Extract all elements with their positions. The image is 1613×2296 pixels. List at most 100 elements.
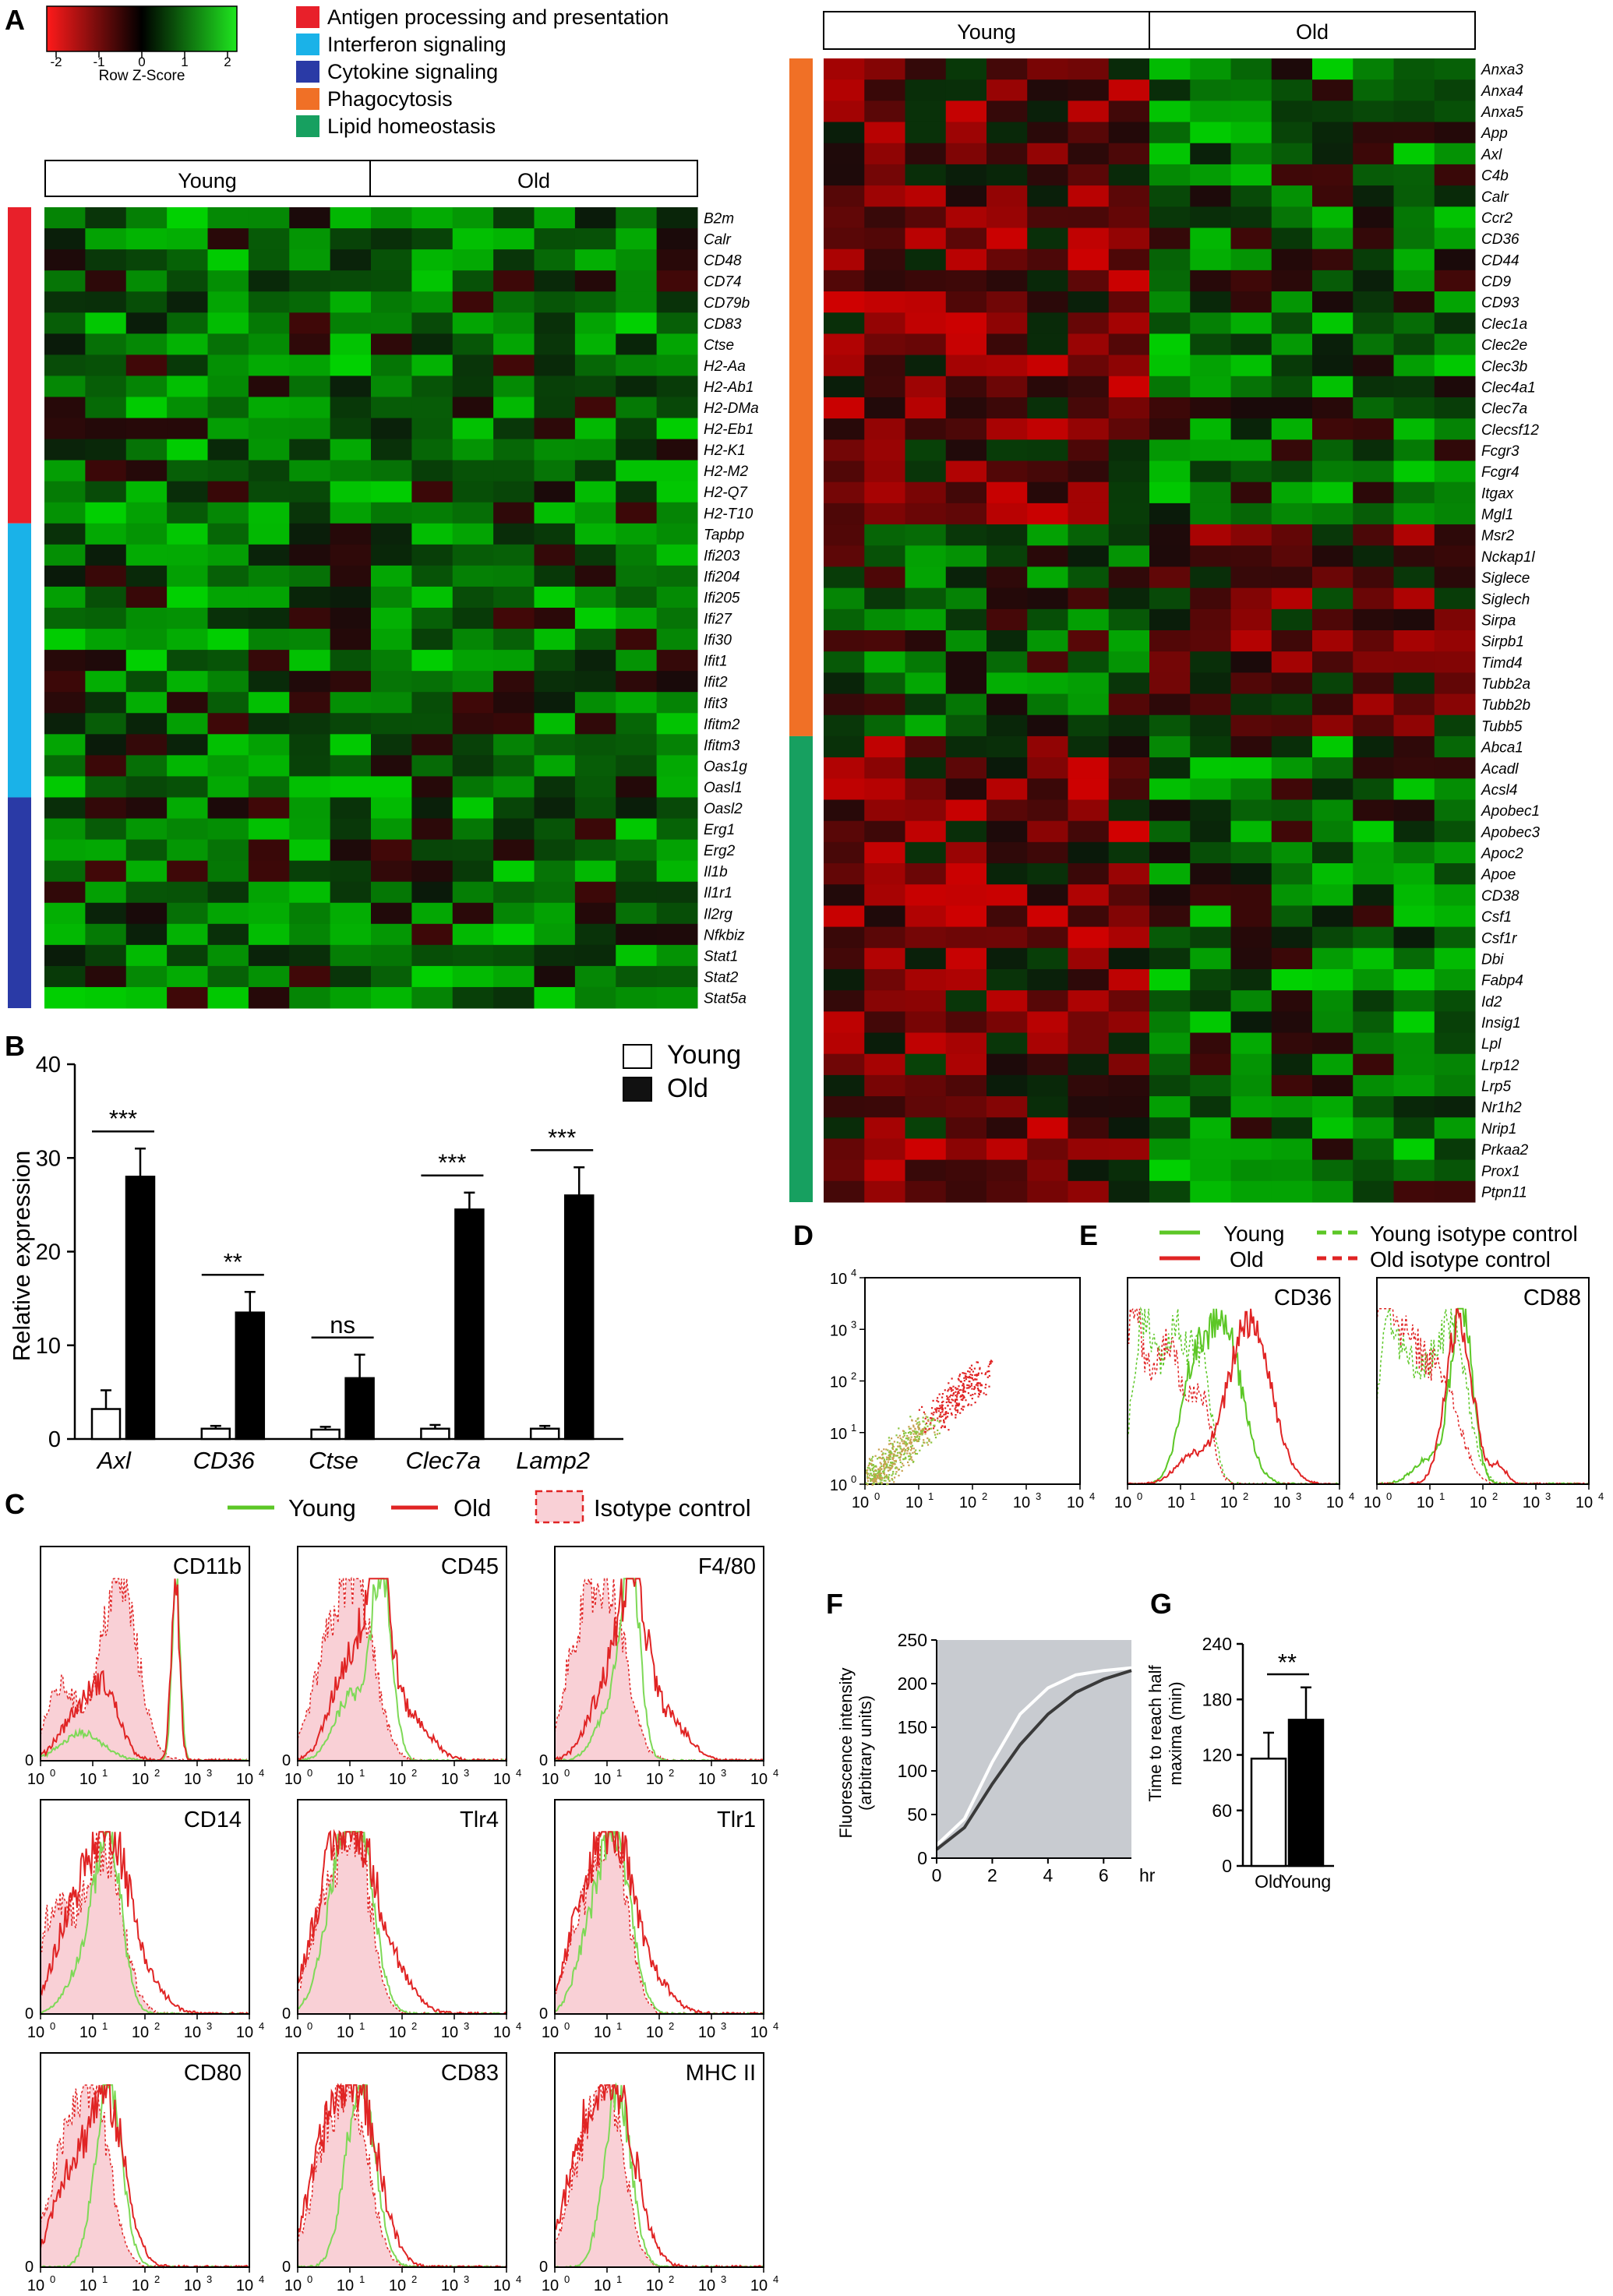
scatter-point: [940, 1406, 942, 1409]
histogram-marker-label: CD45: [441, 1554, 499, 1579]
heatmap-cell: [945, 799, 987, 822]
x-tick-exponent: 2: [154, 2273, 160, 2285]
heatmap-cell: [864, 863, 905, 885]
heatmap-cell: [1230, 990, 1272, 1012]
heatmap-cell: [1434, 481, 1476, 504]
scatter-point: [877, 1473, 880, 1476]
b-y-tick-label: 20: [36, 1240, 61, 1265]
heatmap-cell: [1108, 164, 1150, 186]
scatter-point: [883, 1480, 885, 1482]
heatmap-cell: [574, 734, 616, 756]
heatmap-cell: [1149, 1159, 1191, 1182]
heatmap-cell: [1312, 630, 1354, 652]
scatter-point: [867, 1477, 869, 1480]
heatmap-cell: [534, 544, 576, 566]
heatmap-right: Young Old Anxa3Anxa4Anxa5AppAxlC4bCalrCc…: [789, 11, 1540, 1203]
heatmap-cell: [1230, 1011, 1272, 1034]
heatmap-cell: [493, 692, 535, 714]
heatmap-cell: [1068, 312, 1110, 334]
g-y-tick-label: 0: [1222, 1856, 1232, 1876]
heatmap-cell: [1068, 503, 1110, 525]
heatmap-cell: [616, 565, 658, 587]
heatmap-cell: [207, 354, 249, 376]
scatter-point: [888, 1443, 891, 1445]
heatmap-cell: [371, 586, 412, 608]
heatmap-cell: [207, 439, 249, 461]
scatter-point: [888, 1467, 891, 1469]
heatmap-cell: [1271, 58, 1313, 80]
heatmap-cell: [534, 418, 576, 440]
heatmap-cell: [1271, 503, 1313, 525]
scatter-point: [874, 1465, 877, 1467]
x-tick-exponent: 2: [1243, 1490, 1248, 1502]
heatmap-cell: [1312, 524, 1354, 546]
heatmap-cell: [85, 544, 127, 566]
heatmap-cell: [1393, 714, 1435, 737]
heatmap-cell: [1312, 1180, 1354, 1203]
heatmap-cell: [1149, 312, 1191, 334]
x-tick-label: 10: [493, 2024, 510, 2041]
scatter-point: [910, 1443, 912, 1445]
heatmap-cell: [616, 439, 658, 461]
heatmap-cell: [616, 923, 658, 946]
scatter-point: [966, 1387, 969, 1389]
heatmap-cell: [207, 797, 249, 820]
x-tick-label: 10: [1576, 1494, 1593, 1511]
gene-label: Stat1: [704, 948, 738, 965]
heatmap-cell: [44, 291, 86, 313]
heatmap-cell: [987, 143, 1028, 165]
heatmap-cell: [1434, 778, 1476, 800]
heatmap-cell: [1312, 926, 1354, 949]
x-tick-exponent: 4: [773, 1767, 778, 1779]
x-tick-label: 10: [184, 2277, 201, 2294]
gene-label: Nckap1l: [1481, 549, 1535, 566]
heatmap-cell: [44, 734, 86, 756]
heatmap-cell: [945, 947, 987, 970]
heatmap-cell: [1271, 122, 1313, 144]
scatter-point: [949, 1408, 951, 1410]
e-histogram-old: [1127, 1308, 1339, 1486]
heatmap-cell: [656, 481, 698, 503]
heatmap-cell: [656, 839, 698, 862]
heatmap-cell: [1434, 968, 1476, 991]
x-tick-exponent: 4: [1349, 1490, 1354, 1502]
heatmap-cell: [945, 841, 987, 864]
heatmap-cell: [1190, 164, 1231, 186]
heatmap-cell: [1393, 439, 1435, 462]
heatmap-cell: [1230, 164, 1272, 186]
heatmap-cell: [1068, 291, 1110, 313]
heatmap-cell: [616, 986, 658, 1009]
heatmap-cell: [207, 460, 249, 482]
heatmap-cell: [1027, 799, 1068, 822]
heatmap-cell: [1068, 1032, 1110, 1055]
heatmap-cell: [1190, 418, 1231, 440]
scatter-point: [879, 1462, 881, 1464]
scatter-point: [927, 1444, 930, 1446]
heatmap-cell: [945, 376, 987, 398]
x-tick-exponent: 3: [1036, 1490, 1041, 1502]
scatter-point: [955, 1388, 958, 1391]
scatter-point: [925, 1416, 927, 1418]
scatter-point: [947, 1412, 949, 1414]
heatmap-cell: [1108, 735, 1150, 758]
heatmap-cell: [1312, 545, 1354, 567]
heatmap-cell: [1434, 101, 1476, 123]
scatter-point: [948, 1401, 951, 1404]
heatmap-cell: [167, 839, 209, 862]
heatmap-cell: [411, 839, 454, 862]
heatmap-cell: [1027, 270, 1068, 292]
heatmap-cell: [1353, 312, 1394, 334]
heatmap-cell: [1230, 778, 1272, 800]
heatmap-cell: [1190, 841, 1231, 864]
scatter-point: [866, 1469, 868, 1472]
heatmap-cell: [1027, 101, 1068, 123]
heatmap-cell: [864, 79, 905, 101]
scatter-point: [937, 1417, 939, 1420]
heatmap-cell: [1190, 630, 1231, 652]
x-tick-label: 10: [646, 1771, 663, 1788]
scatter-point: [913, 1430, 916, 1433]
heatmap-cell: [945, 333, 987, 356]
x-tick-exponent: 1: [359, 2273, 365, 2285]
gene-label: Acsl4: [1481, 782, 1517, 799]
scatter-point: [879, 1456, 881, 1458]
